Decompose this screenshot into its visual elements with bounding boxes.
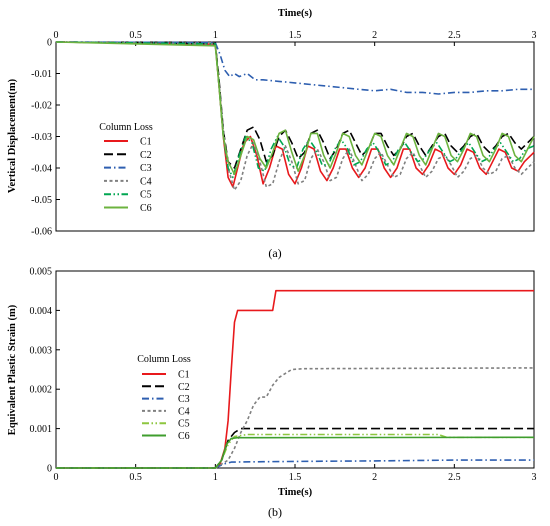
- y-tick-label: 0.001: [30, 424, 53, 435]
- legend-label-c1: C1: [178, 370, 190, 381]
- y-tick-label: -0.03: [31, 132, 52, 143]
- y-tick-label: -0.01: [31, 69, 52, 80]
- x-tick-label: 0: [54, 472, 59, 483]
- legend-label-c4: C4: [140, 176, 152, 187]
- x-axis-ticks: 0 0.5 1 1.5 2 2.5 3: [54, 30, 537, 46]
- plot-frame: [55, 41, 535, 232]
- legend-label-c4: C4: [178, 406, 190, 417]
- x-tick-label: 0.5: [129, 472, 142, 483]
- y-tick-label: -0.02: [31, 101, 52, 112]
- y-tick-label: -0.04: [31, 164, 52, 175]
- series-line-c1: [55, 41, 535, 188]
- series-line-c4: [56, 367, 535, 469]
- series-lines: [56, 289, 535, 469]
- series-line-c1: [56, 289, 534, 469]
- y-axis-title: Equivalent Plastic Strain (m): [7, 304, 18, 435]
- y-tick-label: 0: [47, 464, 52, 475]
- y-axis-ticks: 0 0.001 0.002 0.003 0.004 0.005: [30, 267, 60, 475]
- y-tick-label: -0.05: [31, 195, 52, 206]
- legend-label-c3: C3: [140, 163, 152, 174]
- legend-label-c1: C1: [140, 137, 152, 148]
- y-tick-label: -0.06: [31, 227, 52, 238]
- legend-entries: C1 C2 C3 C4 C5 C6: [104, 137, 152, 214]
- y-tick-label: 0.004: [30, 306, 53, 317]
- legend-label-c5: C5: [140, 190, 152, 201]
- series-line-c5: [56, 433, 534, 469]
- legend-label-c2: C2: [140, 150, 152, 161]
- legend-label-c2: C2: [178, 382, 190, 393]
- x-tick-label: 0: [54, 30, 59, 41]
- series-line-c6: [56, 436, 535, 469]
- x-tick-label: 1.5: [289, 472, 302, 483]
- legend: Column Loss C1 C2 C3 C4 C5 C6: [99, 122, 153, 214]
- legend-label-c6: C6: [178, 431, 190, 442]
- series-line-c4: [55, 41, 535, 191]
- legend-label-c6: C6: [140, 203, 152, 214]
- y-axis-title: Vertical Displacement(m): [7, 78, 18, 193]
- x-axis-ticks: 0 0.5 1 1.5 2 2.5 3: [54, 464, 537, 483]
- legend-title: Column Loss: [99, 122, 153, 133]
- x-axis-title: Time(s): [278, 487, 313, 498]
- series-line-c3: [55, 41, 534, 95]
- legend-title: Column Loss: [137, 354, 191, 365]
- series-line-c2: [56, 427, 534, 469]
- panel-b-chart: 0 0.5 1 1.5 2 2.5 3 0 0.001 0.002 0.003 0.004 0.005…: [7, 267, 537, 520]
- y-tick-label: 0.003: [30, 345, 53, 356]
- x-axis-title: Time(s): [278, 8, 313, 19]
- series-line-c6: [55, 41, 535, 176]
- legend-label-c5: C5: [178, 419, 190, 430]
- x-tick-label: 1.5: [289, 30, 302, 41]
- series-line-c5: [55, 41, 535, 179]
- x-tick-label: 2: [372, 30, 377, 41]
- panel-label: (a): [268, 246, 281, 260]
- panel-a-chart: 0 0.5 1 1.5 2 2.5 3 0 -0.01 -0.02 -0.03 -0.04 -0.05…: [7, 8, 537, 260]
- y-tick-label: 0.002: [30, 385, 53, 396]
- x-tick-label: 2: [372, 472, 377, 483]
- x-tick-label: 3: [532, 30, 537, 41]
- y-tick-label: 0: [47, 38, 52, 49]
- x-tick-label: 2.5: [448, 30, 461, 41]
- x-tick-label: 1: [213, 472, 218, 483]
- panel-label: (b): [268, 505, 282, 519]
- series-lines: [55, 41, 535, 191]
- x-tick-label: 0.5: [129, 30, 142, 41]
- x-tick-label: 2.5: [448, 472, 461, 483]
- y-axis-ticks: 0 -0.01 -0.02 -0.03 -0.04 -0.05 -0.06: [31, 38, 60, 238]
- y-tick-label: 0.005: [30, 267, 53, 278]
- x-tick-label: 3: [532, 472, 537, 483]
- legend-label-c3: C3: [178, 394, 190, 405]
- x-tick-label: 1: [213, 30, 218, 41]
